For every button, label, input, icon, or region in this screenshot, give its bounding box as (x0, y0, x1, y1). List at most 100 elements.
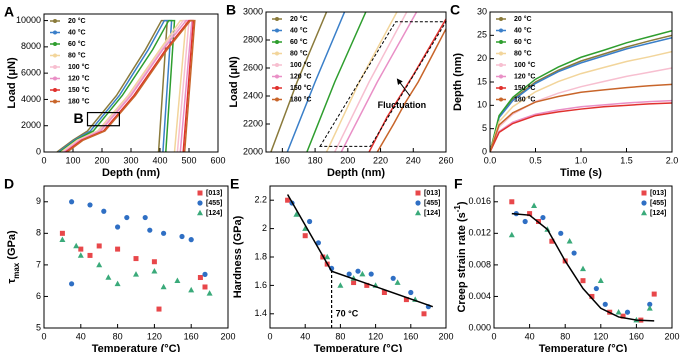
legend-marker (641, 190, 647, 196)
legend-marker (275, 51, 279, 56)
point (302, 233, 308, 239)
plot-frame (43, 13, 219, 153)
x-tick-label: 200 (340, 155, 355, 165)
point (188, 286, 195, 293)
point (390, 275, 396, 281)
y-label-part: Load (μN) (228, 56, 240, 108)
legend-label: [455] (424, 200, 440, 207)
y-axis-label: Load (μN) (228, 56, 240, 108)
x-tick-label: 180 (308, 155, 323, 165)
legend-label: 180 °C (514, 95, 535, 103)
point (302, 225, 309, 231)
series-line (286, 12, 346, 152)
point (124, 214, 130, 221)
point (59, 236, 66, 242)
x-tick-label: 80 (335, 331, 345, 341)
point (161, 230, 167, 236)
x-tick-label: 220 (373, 155, 388, 165)
point (160, 283, 167, 290)
legend-label: 40 °C (68, 28, 86, 36)
y-tick-label: 2200 (243, 118, 263, 128)
y-tick-label: 2400 (243, 90, 263, 100)
legend-label: 20 °C (290, 15, 308, 23)
annotation: 70 °C (336, 308, 359, 318)
y-axis-label: Creep strain rate (s-1) (453, 201, 468, 312)
panel-label: F (454, 176, 463, 192)
legend-marker (197, 209, 203, 216)
plot-area (59, 199, 213, 312)
y-tick-label: 25 (477, 30, 487, 40)
plot-area (56, 19, 196, 152)
x-tick-label: 2.0 (666, 155, 679, 165)
legend-label: 60 °C (514, 38, 532, 46)
x-tick-label: 600 (210, 155, 225, 165)
legend-label: 80 °C (514, 49, 532, 57)
series-line (490, 36, 672, 152)
legend-label: 100 °C (68, 63, 89, 71)
y-label-part: Load (μN) (6, 57, 18, 109)
point (69, 281, 75, 287)
legend-marker (275, 28, 279, 33)
y-tick-label: 2 (262, 223, 267, 233)
point (540, 214, 546, 221)
legend-marker (53, 42, 57, 46)
x-tick-label: 40 (300, 331, 310, 341)
y-tick-label: 5 (36, 322, 41, 332)
point (69, 199, 75, 205)
point (589, 293, 595, 299)
y-tick-label: 0.004 (468, 291, 491, 301)
point (202, 284, 208, 290)
series-line (59, 19, 176, 152)
x-tick-label: 260 (438, 155, 453, 165)
x-tick-label: 0.5 (529, 155, 542, 165)
y-tick-label: 3000 (243, 6, 263, 16)
point (620, 313, 626, 319)
point (580, 265, 586, 272)
legend-marker (275, 86, 279, 90)
point (78, 246, 84, 252)
legend-marker (275, 74, 279, 79)
legend-label: [124] (650, 210, 666, 217)
y-tick-label: 8 (36, 228, 41, 238)
y-tick-label: 0 (36, 146, 41, 156)
x-tick-label: 500 (181, 155, 196, 165)
point (324, 253, 331, 260)
y-tick-label: 2800 (243, 34, 263, 44)
point (624, 309, 631, 315)
x-tick-label: 200 (94, 155, 109, 165)
legend-marker (53, 88, 57, 92)
series-line (490, 99, 672, 152)
legend-label: 100 °C (290, 61, 311, 69)
series-line (66, 19, 196, 152)
y-tick-label: 9 (36, 196, 41, 206)
legend-marker (53, 99, 57, 104)
legend-marker (53, 76, 57, 81)
y-tick-label: 5 (482, 123, 487, 133)
series-line (270, 12, 328, 152)
point (87, 252, 93, 258)
legend-marker (53, 65, 57, 69)
point (147, 227, 153, 233)
x-axis-label: Depth (nm) (327, 167, 385, 179)
x-tick-label: 0 (267, 331, 272, 341)
y-axis-label: τmax (GPa) (6, 230, 21, 284)
x-axis-label: Depth (nm) (102, 167, 160, 179)
legend-label: [013] (424, 190, 440, 197)
legend-marker (499, 86, 503, 90)
y-tick-label: 4000 (21, 94, 41, 104)
point (571, 250, 577, 256)
point (96, 243, 102, 249)
point (508, 231, 515, 238)
legend-label: 120 °C (290, 72, 311, 80)
y-tick-label: 0.012 (468, 228, 491, 238)
x-tick-label: 0 (491, 331, 496, 341)
x-tick-label: 160 (403, 331, 418, 341)
x-tick-label: 200 (664, 331, 679, 341)
plot-area (285, 194, 434, 317)
x-tick-label: 120 (593, 331, 608, 341)
point (597, 277, 604, 283)
legend-label: 60 °C (290, 38, 308, 46)
legend-marker (53, 19, 57, 23)
legend-marker (53, 30, 57, 35)
y-axis-label: Hardness (GPa) (232, 215, 244, 298)
